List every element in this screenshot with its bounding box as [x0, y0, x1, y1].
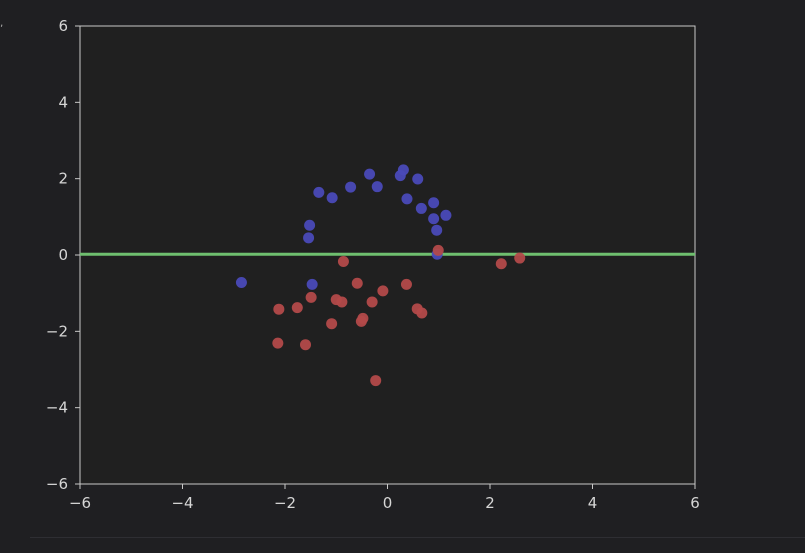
edge-glyph: ‚: [0, 18, 4, 29]
red-point: [291, 302, 303, 314]
blue-point: [303, 232, 315, 244]
blue-point: [401, 193, 413, 205]
blue-point: [431, 224, 443, 236]
blue-point: [345, 181, 357, 193]
x-tick-label: 6: [690, 494, 700, 512]
y-tick-label: −6: [46, 475, 68, 493]
y-tick-label: −4: [46, 399, 68, 417]
blue-point: [364, 168, 376, 180]
x-tick-label: 4: [588, 494, 598, 512]
blue-point: [412, 173, 424, 185]
red-point: [300, 339, 311, 351]
blue-point: [304, 219, 316, 231]
red-point: [495, 258, 507, 270]
blue-point: [428, 213, 440, 225]
x-tick-label: 2: [485, 494, 495, 512]
x-tick-label: −6: [69, 494, 91, 512]
x-tick-label: −4: [171, 494, 193, 512]
red-point: [400, 278, 412, 290]
y-tick-label: −2: [46, 322, 68, 340]
x-tick-label: −2: [274, 494, 296, 512]
blue-point: [371, 181, 383, 193]
blue-point: [235, 276, 247, 288]
bottom-divider: [30, 537, 805, 538]
red-point: [272, 337, 284, 349]
x-axis-ticks: −6 −4 −2 0 2 4 6: [69, 484, 700, 512]
points-layer: [235, 164, 526, 387]
red-point: [432, 244, 444, 256]
y-tick-label: 6: [58, 17, 68, 35]
red-point: [416, 307, 428, 319]
y-tick-label: 0: [58, 246, 68, 264]
red-point: [337, 255, 349, 267]
red-point: [377, 285, 389, 297]
blue-point: [313, 186, 325, 198]
red-point: [357, 312, 369, 324]
y-axis-ticks: −6 −4 −2 0 2 4 6: [46, 17, 80, 493]
red-point: [273, 303, 285, 315]
blue-point: [415, 202, 427, 214]
blue-point: [306, 278, 318, 290]
x-tick-label: 0: [383, 494, 393, 512]
y-tick-label: 2: [58, 170, 68, 188]
blue-point: [397, 164, 409, 176]
red-point: [351, 277, 363, 289]
red-point: [370, 375, 382, 387]
blue-point: [428, 197, 440, 209]
red-point: [305, 291, 317, 303]
blue-point: [440, 209, 452, 221]
red-point: [336, 296, 348, 308]
red-point: [366, 296, 378, 308]
y-tick-label: 4: [58, 93, 68, 111]
red-point: [326, 318, 338, 330]
blue-point: [326, 192, 338, 204]
red-point: [514, 252, 526, 264]
